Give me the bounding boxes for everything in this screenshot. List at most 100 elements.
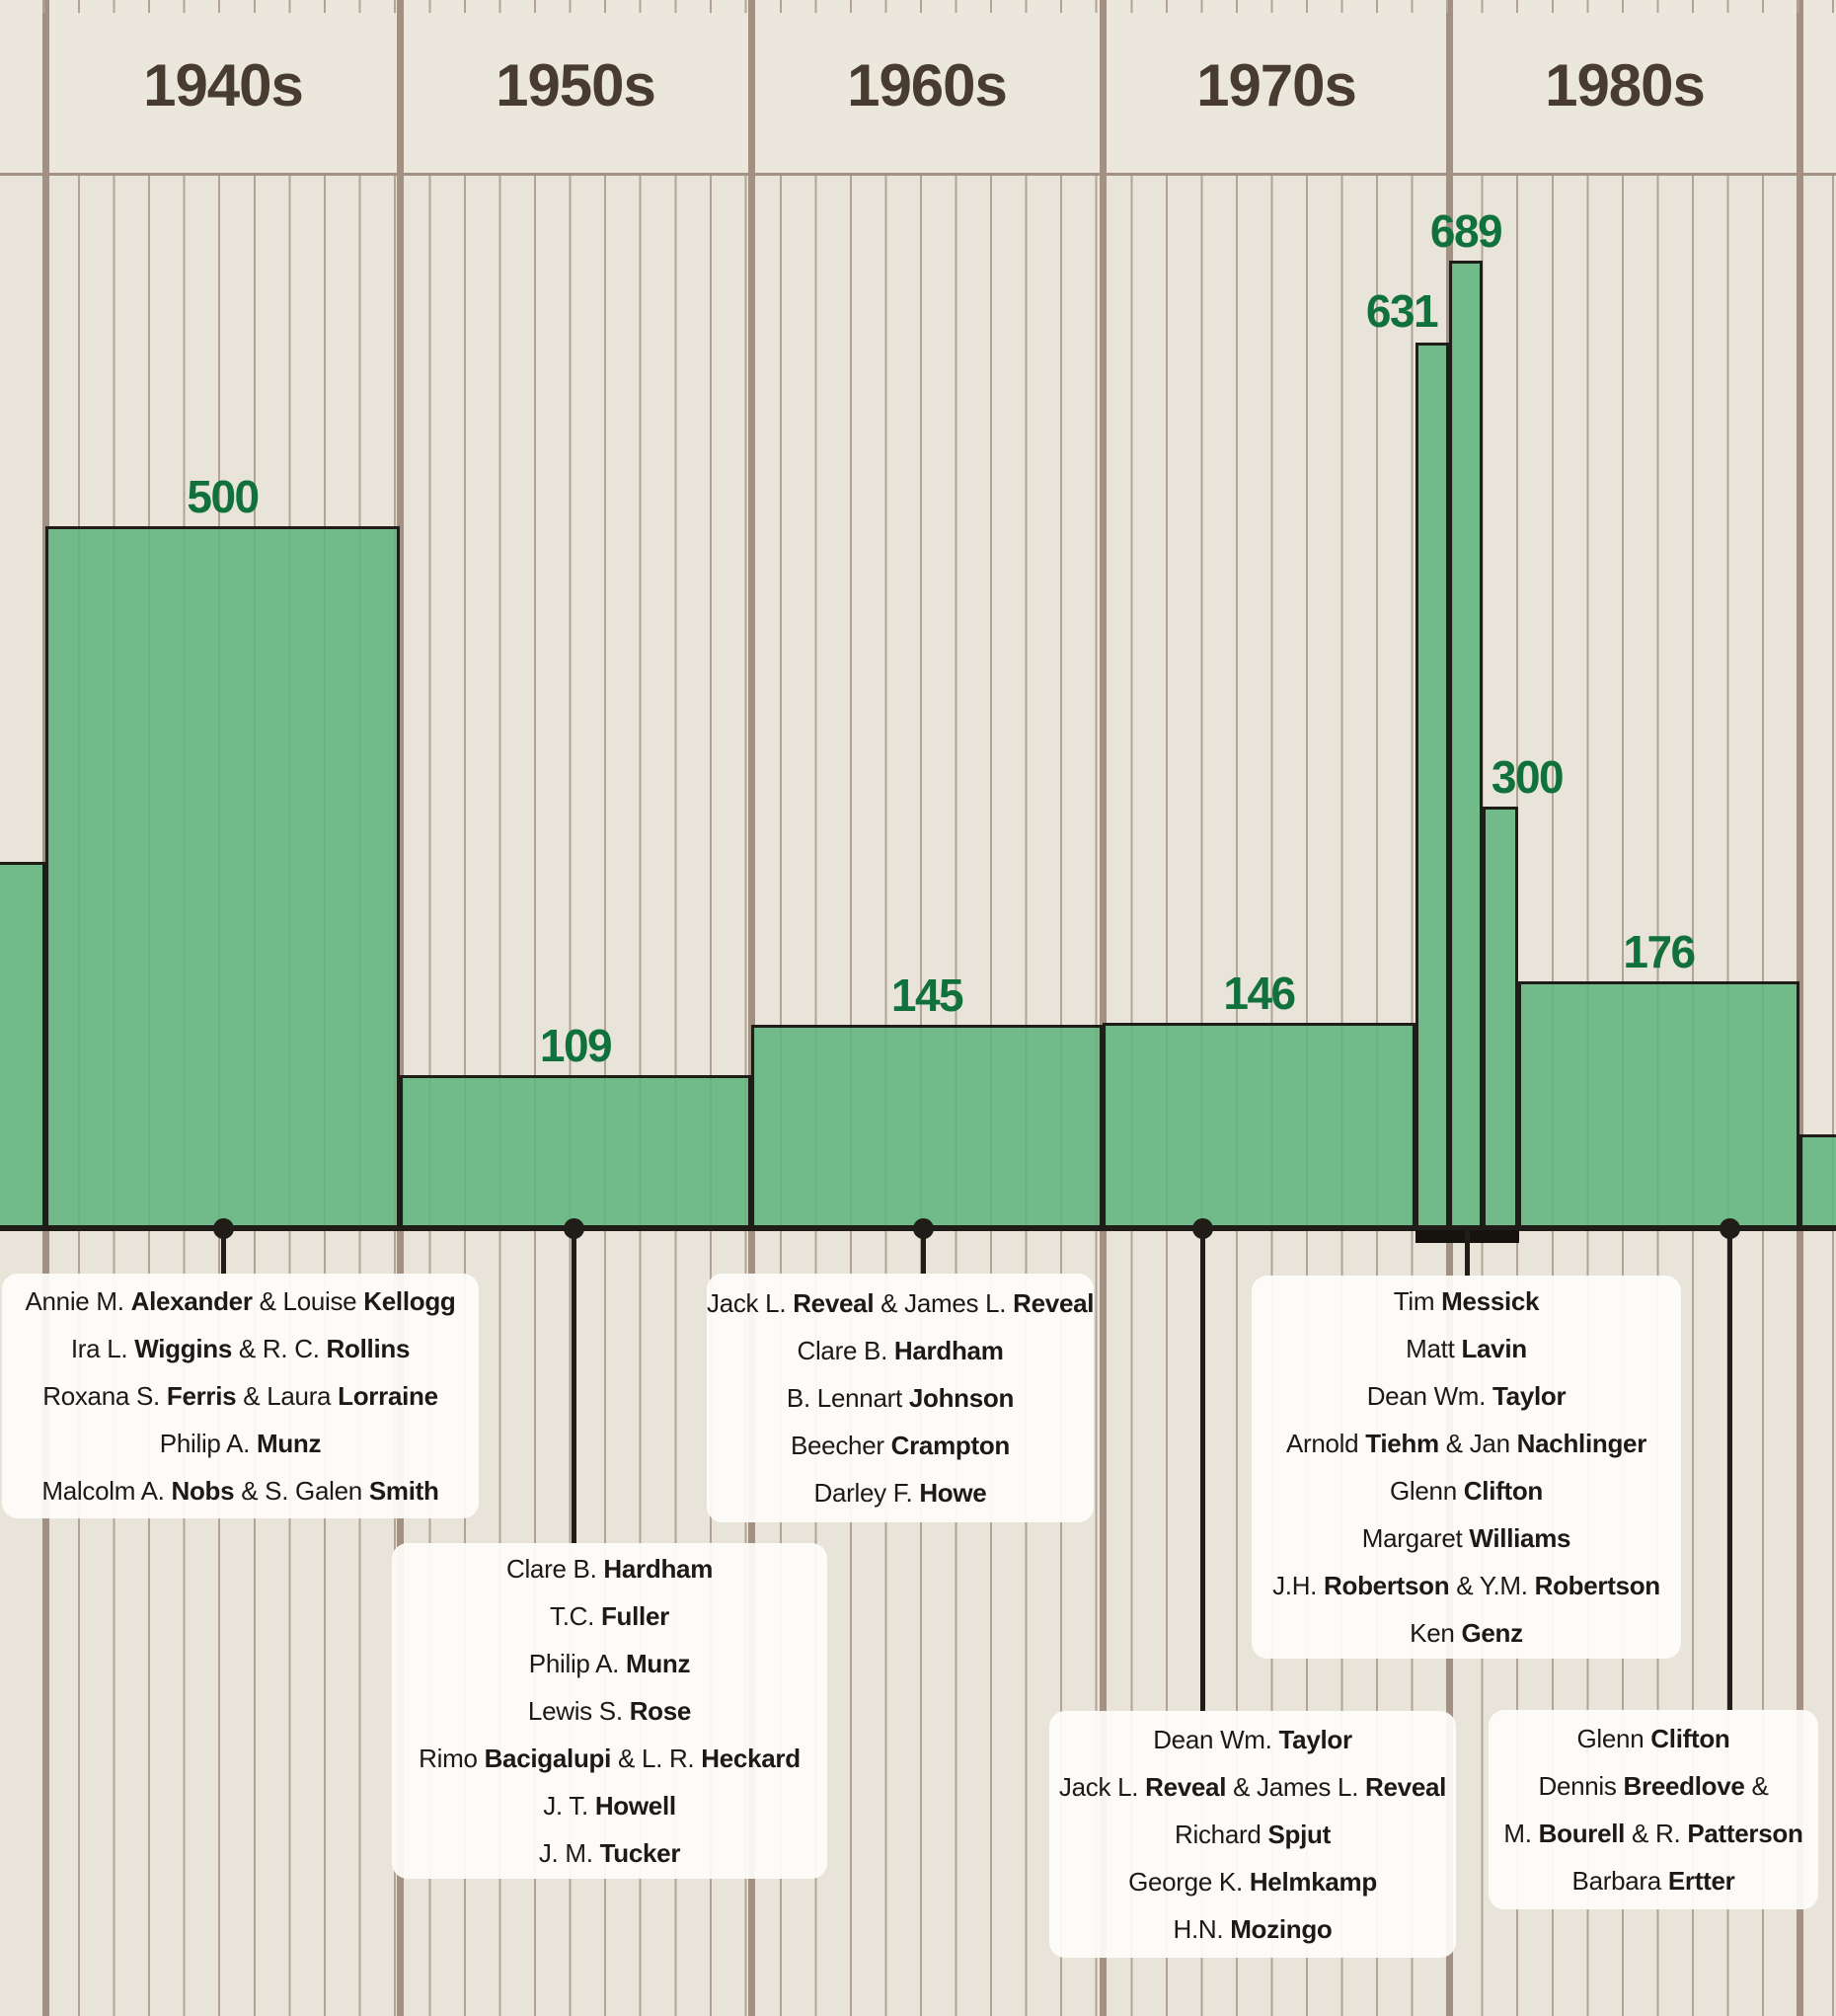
- connector-stem: [571, 1228, 576, 1543]
- collector-surname: Robertson: [1324, 1571, 1450, 1600]
- decade-divider: [397, 0, 404, 2016]
- callout-line: Ira L. Wiggins & R. C. Rollins: [2, 1325, 479, 1372]
- collector-surname: Ferris: [166, 1381, 237, 1411]
- bar-145: [751, 1025, 1103, 1228]
- collector-name-part: & James L.: [1226, 1772, 1366, 1802]
- bar-500: [45, 526, 400, 1228]
- collector-surname: Johnson: [908, 1383, 1015, 1413]
- collector-name-part: Jack L.: [1058, 1772, 1146, 1802]
- collector-surname: Heckard: [701, 1744, 801, 1773]
- callout-line: Margaret Williams: [1252, 1514, 1681, 1562]
- collector-surname: Crampton: [890, 1431, 1011, 1460]
- collector-surname: Spjut: [1267, 1820, 1331, 1849]
- collector-name-part: H.N.: [1173, 1914, 1231, 1944]
- collector-surname: Reveal: [1013, 1288, 1095, 1318]
- collector-surname: Lorraine: [338, 1381, 438, 1411]
- bar-value-label: 300: [1491, 751, 1565, 803]
- collector-surname: Nobs: [171, 1476, 235, 1506]
- callout-line: Dean Wm. Taylor: [1252, 1372, 1681, 1420]
- callout-line: Annie M. Alexander & Louise Kellogg: [2, 1278, 479, 1325]
- collector-name-part: J.H.: [1272, 1571, 1325, 1600]
- callout-line: Jack L. Reveal & James L. Reveal: [1049, 1763, 1456, 1811]
- callout-box-collectors-1960s: Jack L. Reveal & James L. Reveal Clare B.…: [707, 1274, 1095, 1522]
- collector-surname: Robertson: [1534, 1571, 1661, 1600]
- callout-box-collectors-1940s: Annie M. Alexander & Louise Kellogg Ira L…: [2, 1274, 479, 1518]
- collector-surname: Rollins: [326, 1334, 411, 1363]
- collector-name-part: M.: [1503, 1819, 1539, 1848]
- callout-box-collectors-1950s: Clare B. Hardham T.C. Fuller Philip A. Mun…: [392, 1543, 827, 1879]
- callout-line: George K. Helmkamp: [1049, 1858, 1456, 1905]
- collector-surname: Taylor: [1492, 1381, 1567, 1411]
- collector-surname: Breedlove: [1623, 1771, 1745, 1801]
- bar-value-label: 109: [539, 1020, 613, 1071]
- bar-176: [1518, 981, 1799, 1228]
- collector-name-part: Clare B.: [505, 1554, 604, 1584]
- collector-surname: Munz: [256, 1429, 322, 1458]
- callout-line: Dean Wm. Taylor: [1049, 1716, 1456, 1763]
- collector-name-part: Ira L.: [70, 1334, 135, 1363]
- connector-stem: [1726, 1228, 1732, 1710]
- bar-value-label: 500: [187, 471, 260, 522]
- decade-label-1980s: 1980s: [1545, 52, 1706, 118]
- collector-surname: Genz: [1461, 1618, 1523, 1648]
- callout-line: Darley F. Howe: [707, 1469, 1094, 1516]
- callout-line: Philip A. Munz: [2, 1420, 479, 1467]
- collector-name-part: Clare B.: [797, 1336, 894, 1365]
- bar-value-label: 176: [1623, 926, 1696, 977]
- collector-surname: Reveal: [1365, 1772, 1447, 1802]
- collector-surname: Tiehm: [1365, 1429, 1439, 1458]
- callout-line: M. Bourell & R. Patterson: [1489, 1810, 1818, 1857]
- collector-surname: Wiggins: [134, 1334, 232, 1363]
- collector-name-part: Ken: [1410, 1618, 1462, 1648]
- connector-stem: [220, 1228, 226, 1274]
- collector-surname: Munz: [625, 1649, 691, 1678]
- collector-name-part: Darley F.: [813, 1478, 920, 1508]
- bar-value-label: 631: [1365, 285, 1439, 337]
- collector-name-part: Dennis: [1538, 1771, 1624, 1801]
- callout-line: J. T. Howell: [392, 1782, 827, 1829]
- collector-name-part: Jack L.: [707, 1288, 794, 1318]
- collector-name-part: & S. Galen: [234, 1476, 369, 1506]
- decade-label-1960s: 1960s: [847, 52, 1008, 118]
- bar-109: [400, 1075, 751, 1228]
- callout-line: Beecher Crampton: [707, 1422, 1094, 1469]
- collector-name-part: & R. C.: [232, 1334, 327, 1363]
- collector-name-part: Tim: [1393, 1286, 1442, 1316]
- collector-surname: Bourell: [1538, 1819, 1626, 1848]
- callout-line: Barbara Ertter: [1489, 1857, 1818, 1904]
- bar-value-label: 145: [890, 969, 964, 1021]
- bar-pre-1940 (cut off at left edge): [0, 862, 45, 1228]
- callout-line: Malcolm A. Nobs & S. Galen Smith: [2, 1467, 479, 1514]
- collector-name-part: &: [1744, 1771, 1769, 1801]
- callout-box-collectors-1979-1981: Tim Messick Matt Lavin Dean Wm. Taylor Arno…: [1252, 1276, 1681, 1659]
- callout-line: Roxana S. Ferris & Laura Lorraine: [2, 1372, 479, 1420]
- collector-surname: Clifton: [1463, 1476, 1544, 1506]
- collector-name-part: Philip A.: [159, 1429, 257, 1458]
- bar-631: [1415, 343, 1449, 1228]
- collector-name-part: J. M.: [538, 1838, 600, 1868]
- collector-name-part: Barbara: [1571, 1866, 1668, 1896]
- bar-post-1990 (cut off at right edge): [1799, 1134, 1836, 1228]
- callout-line: Philip A. Munz: [392, 1640, 827, 1687]
- collector-name-part: T.C.: [550, 1601, 601, 1631]
- collector-surname: Kellogg: [363, 1286, 456, 1316]
- collector-surname: Clifton: [1650, 1724, 1730, 1753]
- collector-name-part: Beecher: [790, 1431, 891, 1460]
- collector-name-part: Matt: [1406, 1334, 1462, 1363]
- decade-divider: [1100, 0, 1107, 2016]
- collector-surname: Fuller: [600, 1601, 669, 1631]
- callout-line: Glenn Clifton: [1489, 1715, 1818, 1762]
- callout-line: Lewis S. Rose: [392, 1687, 827, 1735]
- collector-surname: Lavin: [1461, 1334, 1527, 1363]
- collector-name-part: & Y.M.: [1449, 1571, 1535, 1600]
- collector-name-part: Glenn: [1389, 1476, 1464, 1506]
- collector-surname: Rose: [629, 1696, 692, 1726]
- collector-name-part: & R.: [1625, 1819, 1688, 1848]
- callout-line: T.C. Fuller: [392, 1592, 827, 1640]
- collector-surname: Bacigalupi: [484, 1744, 612, 1773]
- collector-name-part: Malcolm A.: [41, 1476, 172, 1506]
- collector-name-part: & L. R.: [611, 1744, 702, 1773]
- decade-label-1940s: 1940s: [143, 52, 304, 118]
- collector-name-part: George K.: [1128, 1867, 1250, 1897]
